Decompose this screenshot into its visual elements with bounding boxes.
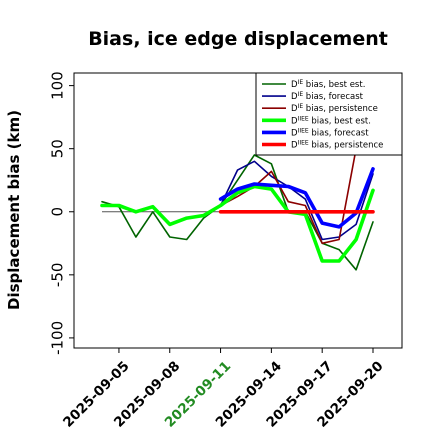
- y-axis-label: Displacement bias (km): [5, 110, 23, 310]
- legend: DIE bias, best est.DIE bias, forecastDIE…: [255, 72, 403, 156]
- legend-entry: DIIEE bias, forecast: [291, 127, 369, 138]
- y-tick-label: 0: [49, 207, 67, 217]
- y-tick-label: -50: [49, 263, 67, 288]
- legend-entry: DIE bias, forecast: [291, 91, 364, 102]
- series-line-3: [219, 147, 357, 245]
- y-tick-label: 100: [49, 71, 67, 100]
- legend-entry: DIIEE bias, best est.: [291, 115, 371, 126]
- series-line-5: [218, 167, 375, 229]
- series-line-4: [100, 184, 375, 263]
- legend-entry: DIE bias, persistence: [291, 103, 378, 114]
- y-tick-label: 50: [49, 139, 67, 158]
- legend-entry: DIIEE bias, persistence: [291, 140, 383, 151]
- series-line-1: [101, 154, 374, 271]
- y-tick-label: -100: [49, 321, 67, 355]
- series-line-2: [219, 160, 374, 241]
- plot-frame: [73, 72, 403, 349]
- legend-frame: [255, 72, 403, 156]
- chart-title: Bias, ice edge displacement: [88, 28, 388, 50]
- legend-entry: DIE bias, best est.: [291, 79, 365, 90]
